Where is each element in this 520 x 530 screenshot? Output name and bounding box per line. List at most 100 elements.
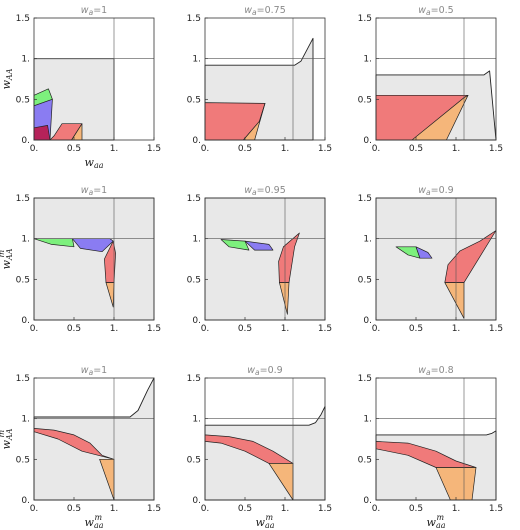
y-tick-label: 1.5 bbox=[187, 374, 201, 384]
y-tick-label: 1.5 bbox=[16, 374, 30, 384]
panel-6: 0. 0.5 1. 1.5 0. 0.5 1. 1.5 wa=0.9 bbox=[358, 185, 503, 334]
y-tick-label: 1. bbox=[363, 415, 372, 425]
x-tick-label: 0. bbox=[201, 504, 210, 514]
axes-frame bbox=[204, 197, 326, 321]
x-tick-label: 1. bbox=[110, 504, 119, 514]
panel-2: 0. 0.5 1. 1.5 0. 0.5 1. 1.5 wa=0.75 bbox=[187, 5, 332, 154]
x-tick-label: 1.5 bbox=[489, 504, 503, 514]
y-tick-label: 0. bbox=[363, 316, 372, 326]
y-axis-label: wAA bbox=[0, 68, 14, 89]
y-tick-label: 0.5 bbox=[358, 455, 372, 465]
y-tick-label: 0. bbox=[21, 496, 30, 506]
y-tick-label: 0.5 bbox=[16, 455, 30, 465]
region-5 bbox=[105, 282, 115, 308]
x-tick-label: 1.5 bbox=[147, 324, 161, 334]
x-tick-label: 0.5 bbox=[238, 324, 252, 334]
axes-frame bbox=[33, 197, 155, 321]
y-tick-label: 1.5 bbox=[358, 374, 372, 384]
x-tick-label: 0. bbox=[201, 144, 210, 154]
y-tick-label: 0. bbox=[363, 136, 372, 146]
region-4 bbox=[33, 125, 51, 141]
region-5 bbox=[444, 282, 465, 319]
x-axis-label: waam bbox=[85, 513, 104, 530]
y-tick-label: 0.5 bbox=[358, 95, 372, 105]
y-tick-label: 1. bbox=[363, 235, 372, 245]
region-3 bbox=[415, 246, 433, 259]
region-2 bbox=[220, 239, 250, 251]
x-tick-label: 0. bbox=[372, 144, 381, 154]
x-tick-label: 1. bbox=[281, 504, 290, 514]
x-axis-label: waa bbox=[85, 156, 104, 170]
y-axis-label: wAAm bbox=[0, 428, 14, 449]
x-tick-label: 0. bbox=[372, 324, 381, 334]
panel-9: 0. 0.5 1. 1.5 0. 0.5 1. 1.5 wa=0.8 waam bbox=[358, 365, 503, 530]
axes-frame bbox=[375, 17, 497, 141]
axes-frame bbox=[204, 377, 326, 501]
y-tick-label: 1. bbox=[363, 55, 372, 65]
panel-title: wa=1 bbox=[81, 365, 107, 377]
y-tick-label: 1.5 bbox=[16, 14, 30, 24]
y-tick-label: 0.5 bbox=[187, 455, 201, 465]
x-axis-label: waam bbox=[256, 513, 275, 530]
y-axis-label: wAAm bbox=[0, 248, 14, 269]
x-tick-label: 1. bbox=[452, 504, 461, 514]
panel-title: wa=1 bbox=[81, 185, 107, 197]
y-tick-label: 0.5 bbox=[187, 275, 201, 285]
y-tick-label: 1.5 bbox=[187, 14, 201, 24]
x-tick-label: 0. bbox=[201, 324, 210, 334]
x-tick-label: 0.5 bbox=[238, 504, 252, 514]
y-tick-label: 1. bbox=[192, 55, 201, 65]
x-tick-label: 1. bbox=[452, 144, 461, 154]
y-tick-label: 1. bbox=[192, 235, 201, 245]
x-tick-label: 1.5 bbox=[489, 324, 503, 334]
x-tick-label: 0. bbox=[30, 324, 39, 334]
y-tick-label: 0.5 bbox=[16, 95, 30, 105]
axes-frame bbox=[33, 377, 155, 501]
x-tick-label: 0.5 bbox=[67, 324, 81, 334]
y-tick-label: 0.5 bbox=[358, 275, 372, 285]
region-3 bbox=[244, 240, 274, 251]
y-tick-label: 0. bbox=[192, 316, 201, 326]
y-tick-label: 1.5 bbox=[358, 14, 372, 24]
x-tick-label: 0. bbox=[372, 504, 381, 514]
region-1 bbox=[204, 197, 326, 321]
panel-title: wa=0.8 bbox=[418, 365, 453, 377]
panel-title: wa=0.9 bbox=[418, 185, 453, 197]
panel-title: wa=0.95 bbox=[244, 185, 286, 197]
y-tick-label: 0. bbox=[192, 496, 201, 506]
panel-1: 0. 0.5 1. 1.5 0. 0.5 1. 1.5 wa=1 waa wAA bbox=[0, 5, 161, 170]
x-tick-label: 1. bbox=[110, 324, 119, 334]
x-tick-label: 1. bbox=[281, 324, 290, 334]
x-tick-label: 1.5 bbox=[147, 144, 161, 154]
panel-5: 0. 0.5 1. 1.5 0. 0.5 1. 1.5 wa=0.95 bbox=[187, 185, 332, 334]
y-tick-label: 0.5 bbox=[16, 275, 30, 285]
region-5 bbox=[279, 282, 290, 315]
region-2 bbox=[33, 428, 115, 460]
axes-frame bbox=[375, 377, 497, 501]
axes-frame bbox=[375, 197, 497, 321]
x-tick-label: 0. bbox=[30, 144, 39, 154]
x-tick-label: 1.5 bbox=[318, 144, 332, 154]
axes-frame bbox=[204, 17, 326, 141]
x-tick-label: 0.5 bbox=[409, 144, 423, 154]
panel-title: wa=0.9 bbox=[247, 365, 282, 377]
panel-8: 0. 0.5 1. 1.5 0. 0.5 1. 1.5 wa=0.9 waam bbox=[187, 365, 332, 530]
x-tick-label: 0.5 bbox=[409, 504, 423, 514]
y-tick-label: 0. bbox=[192, 136, 201, 146]
y-tick-label: 0. bbox=[363, 496, 372, 506]
x-tick-label: 1.5 bbox=[318, 504, 332, 514]
y-tick-label: 1. bbox=[21, 415, 30, 425]
panel-title: wa=0.5 bbox=[418, 5, 453, 17]
x-tick-label: 0.5 bbox=[409, 324, 423, 334]
x-tick-label: 1. bbox=[110, 144, 119, 154]
x-tick-label: 1. bbox=[281, 144, 290, 154]
y-tick-label: 0. bbox=[21, 136, 30, 146]
panel-title: wa=0.75 bbox=[244, 5, 286, 17]
x-tick-label: 1.5 bbox=[489, 144, 503, 154]
x-axis-label: waam bbox=[427, 513, 446, 530]
panel-4: 0. 0.5 1. 1.5 0. 0.5 1. 1.5 wa=1 wAAm bbox=[0, 185, 161, 334]
y-tick-label: 1.5 bbox=[16, 194, 30, 204]
panel-3: 0. 0.5 1. 1.5 0. 0.5 1. 1.5 wa=0.5 bbox=[358, 5, 503, 154]
x-tick-label: 1. bbox=[452, 324, 461, 334]
